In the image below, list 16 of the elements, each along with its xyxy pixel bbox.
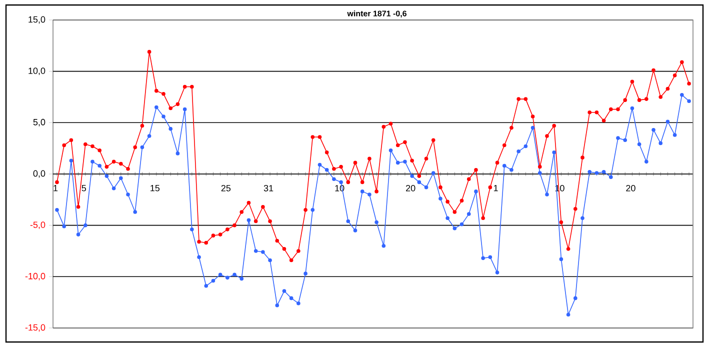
y-tick-label: -15,0 <box>25 324 46 332</box>
x-tick-label: 20 <box>406 184 416 192</box>
y-tick-label: 10,0 <box>28 68 46 76</box>
x-tick-label: 20 <box>626 184 636 192</box>
x-tick-label: 25 <box>221 184 231 192</box>
y-tick-label: 0,0 <box>33 170 46 178</box>
y-tick-label: -5,0 <box>30 222 46 230</box>
y-tick-label: -10,0 <box>25 272 46 280</box>
x-tick-label: 5 <box>82 184 86 192</box>
chart-title: winter 1871 -0,6 <box>347 10 406 18</box>
x-tick-label: 15 <box>150 184 160 192</box>
y-tick-label: 15,0 <box>28 16 46 24</box>
x-tick-label: 1 <box>54 184 58 192</box>
x-tick-label: 31 <box>264 184 274 192</box>
y-tick-label: 5,0 <box>33 118 46 126</box>
x-tick-label: 1 <box>494 184 498 192</box>
